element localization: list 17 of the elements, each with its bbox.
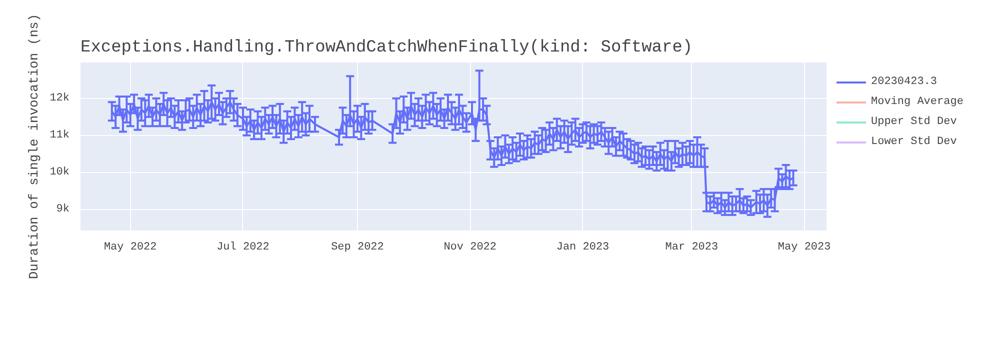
x-tick-label: Mar 2023 [665, 242, 718, 254]
x-tick-label: Jul 2022 [216, 242, 270, 254]
x-tick-label: Jan 2023 [556, 242, 610, 254]
x-tick-label: May 2023 [778, 242, 831, 254]
y-tick-label: 11k [50, 129, 70, 142]
y-tick-label: 10k [50, 166, 70, 178]
x-tick-label: Nov 2022 [444, 242, 497, 254]
legend-label: Lower Std Dev [871, 136, 957, 148]
legend-label: 20230423.3 [871, 76, 938, 88]
chart-title: Exceptions.Handling.ThrowAndCatchWhenFinally(kind: Software) [80, 38, 693, 58]
x-tick-label: Sep 2022 [331, 242, 384, 254]
y-tick-label: 12k [50, 92, 70, 104]
legend-label: Upper Std Dev [871, 116, 957, 128]
y-tick-label: 9k [56, 203, 70, 216]
y-axis-title: Duration of single invocation (ns) [26, 14, 42, 280]
legend-label: Moving Average [871, 96, 964, 108]
x-tick-label: May 2022 [104, 242, 157, 254]
